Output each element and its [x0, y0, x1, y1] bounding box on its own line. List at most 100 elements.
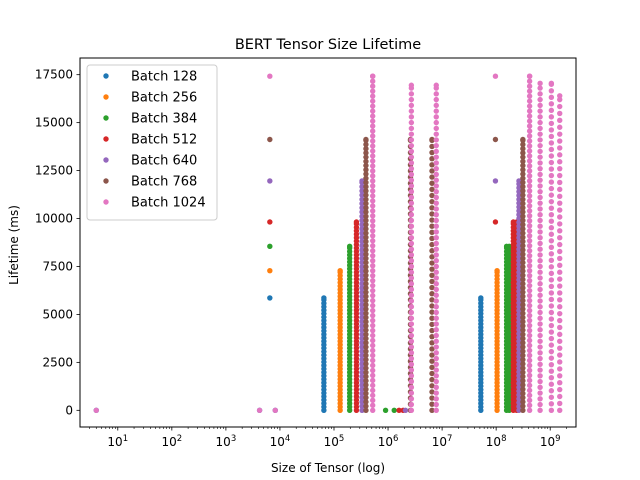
data-point — [429, 186, 435, 193]
data-point — [408, 321, 415, 327]
data-point — [429, 315, 435, 321]
data-point — [548, 329, 555, 335]
data-point — [520, 289, 526, 295]
data-point — [526, 228, 533, 234]
data-point — [520, 238, 526, 245]
data-point — [526, 357, 533, 364]
data-point — [557, 103, 563, 110]
data-point — [548, 114, 555, 120]
data-point — [433, 315, 439, 321]
data-point — [359, 293, 365, 300]
data-point — [520, 141, 526, 148]
data-point — [526, 287, 533, 294]
data-point — [537, 171, 543, 178]
data-point — [516, 238, 522, 245]
data-point — [429, 180, 435, 186]
data-point — [370, 93, 376, 99]
data-point — [408, 165, 415, 172]
data-point — [537, 350, 543, 356]
data-point — [370, 357, 376, 364]
data-point — [359, 255, 365, 262]
data-point — [408, 177, 415, 183]
y-tick-label: 17500 — [35, 68, 73, 82]
data-point — [363, 167, 369, 173]
data-point — [408, 275, 415, 281]
data-point — [537, 258, 543, 264]
data-point — [429, 254, 435, 260]
data-point — [433, 137, 439, 143]
data-point — [363, 390, 369, 397]
data-point — [359, 314, 365, 321]
data-point — [516, 407, 522, 414]
data-point — [520, 146, 526, 152]
data-point — [548, 264, 555, 270]
data-point — [370, 213, 376, 219]
data-point — [520, 167, 526, 173]
data-point — [370, 198, 376, 204]
data-point — [359, 306, 365, 312]
data-point — [363, 217, 369, 224]
data-point — [526, 173, 533, 179]
data-point — [548, 94, 555, 101]
data-point — [429, 383, 435, 389]
data-point — [429, 192, 435, 199]
data-point — [526, 223, 533, 229]
data-point — [359, 217, 365, 224]
legend-marker — [103, 115, 109, 121]
data-point — [363, 238, 369, 245]
data-point — [363, 323, 369, 329]
data-point — [520, 276, 526, 283]
data-point — [363, 344, 369, 350]
data-point — [433, 206, 439, 212]
data-point — [370, 253, 376, 259]
data-point — [526, 347, 533, 354]
data-point — [506, 243, 512, 250]
data-point — [548, 192, 555, 198]
data-point — [548, 231, 555, 237]
data-point — [537, 80, 543, 87]
data-point — [557, 138, 563, 144]
data-point — [520, 255, 526, 262]
data-point — [359, 183, 365, 190]
data-point — [520, 251, 526, 257]
data-point — [526, 238, 533, 244]
data-point — [526, 297, 533, 304]
data-point — [557, 145, 563, 151]
data-point — [548, 244, 555, 250]
data-point — [359, 205, 365, 211]
data-point — [557, 165, 563, 172]
data-point — [370, 243, 376, 249]
data-point — [548, 198, 555, 205]
data-point — [429, 346, 435, 352]
data-point — [520, 272, 526, 278]
y-tick-label: 5000 — [42, 307, 73, 321]
data-point — [548, 133, 555, 140]
data-point — [526, 193, 533, 199]
data-point — [520, 323, 526, 329]
data-point — [520, 183, 526, 190]
data-point — [359, 302, 365, 308]
legend-marker — [103, 73, 109, 79]
data-point — [363, 150, 369, 156]
data-point — [359, 348, 365, 354]
data-point — [537, 229, 543, 235]
data-point — [526, 342, 533, 349]
data-point — [516, 361, 522, 367]
data-point — [548, 140, 555, 146]
data-point — [433, 211, 439, 218]
data-point — [429, 340, 435, 346]
data-point — [520, 369, 526, 376]
data-point — [520, 361, 526, 367]
data-point — [537, 194, 543, 201]
data-point — [408, 361, 415, 367]
data-point — [408, 304, 415, 310]
data-point — [408, 194, 415, 201]
data-point — [363, 340, 369, 346]
data-point — [370, 203, 376, 209]
data-point — [433, 114, 439, 120]
data-point — [363, 188, 369, 194]
data-point — [363, 306, 369, 312]
legend-label: Batch 640 — [131, 154, 197, 169]
data-point — [363, 394, 369, 401]
data-point — [520, 340, 526, 346]
